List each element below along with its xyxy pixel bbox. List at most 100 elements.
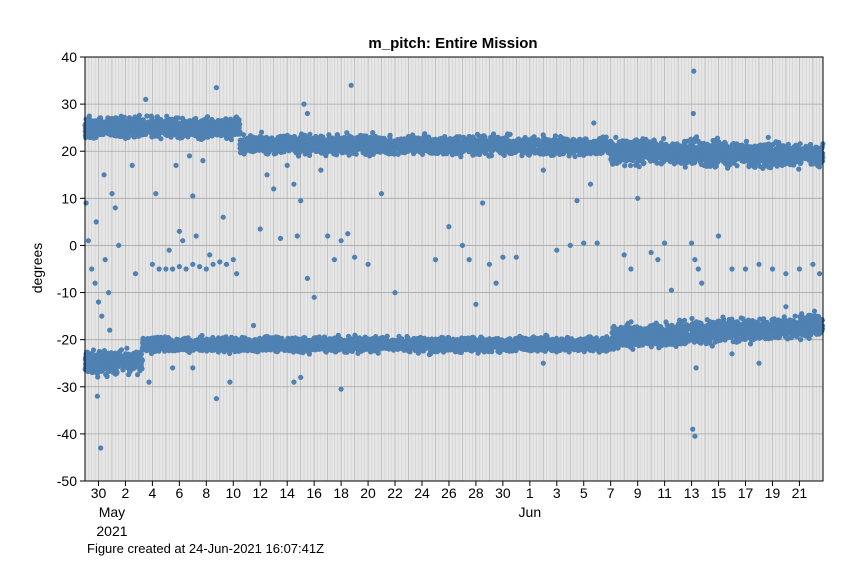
scatter-point [660, 159, 667, 165]
scatter-point [269, 144, 275, 150]
scatter-point [105, 131, 111, 137]
scatter-point [489, 153, 495, 159]
scatter-point [277, 147, 283, 153]
scatter-point [714, 135, 721, 141]
scatter-point [690, 138, 696, 144]
scatter-point [203, 124, 210, 130]
scatter-point [277, 133, 283, 139]
scatter-point [643, 136, 649, 142]
scatter-point [363, 151, 369, 157]
scatter-point [101, 130, 107, 136]
scatter-point [765, 134, 771, 140]
scatter-point [120, 119, 126, 125]
scatter-point [357, 132, 364, 138]
scatter-point [810, 161, 816, 167]
scatter-point [452, 135, 458, 142]
scatter-point [418, 150, 424, 156]
scatter-point [140, 117, 146, 123]
scatter-point [164, 113, 170, 119]
scatter-point [218, 125, 224, 131]
scatter-point [461, 141, 467, 148]
scatter-point [796, 166, 802, 172]
scatter-point [208, 131, 214, 137]
scatter-point [467, 148, 473, 154]
scatter-point [671, 161, 678, 167]
scatter-point [215, 118, 222, 124]
scatter-point [411, 151, 417, 157]
scatter-point [135, 121, 141, 127]
scatter-point [293, 150, 299, 156]
scatter-point [339, 140, 345, 146]
scatter-point [351, 141, 357, 147]
scatter-point [475, 143, 481, 149]
scatter-point [131, 120, 137, 126]
scatter-point [773, 139, 779, 145]
scatter-point [547, 145, 553, 151]
scatter-point [596, 149, 602, 155]
scatter-point [131, 133, 137, 139]
scatter-point [400, 141, 406, 147]
scatter-point [264, 142, 270, 148]
scatter-point [228, 137, 234, 143]
scatter-point [458, 154, 464, 160]
scatter-point [311, 138, 317, 144]
scatter-point [531, 136, 537, 142]
scatter-point [444, 139, 450, 145]
scatter-dense-bands [82, 112, 826, 380]
scatter-point [252, 140, 258, 146]
scatter-point [91, 127, 97, 133]
scatter-point [368, 145, 374, 151]
scatter-point [169, 117, 176, 123]
scatter-point [602, 143, 609, 149]
scatter-point [109, 131, 116, 137]
scatter-point [797, 141, 803, 147]
scatter-point [456, 142, 462, 148]
scatter-point [284, 142, 290, 148]
scatter-point [204, 114, 211, 120]
scatter-point [121, 114, 128, 120]
scatter-point [136, 133, 142, 139]
scatter-point [439, 140, 445, 146]
scatter-point [149, 124, 156, 130]
scatter-point [410, 132, 416, 138]
scatter-point [627, 162, 634, 169]
scatter-point [366, 141, 372, 147]
scatter-point [175, 115, 181, 121]
scatter-point [121, 123, 127, 129]
scatter-point [308, 142, 314, 148]
scatter-point [694, 134, 700, 140]
scatter-point [504, 134, 510, 140]
scatter-point [144, 120, 150, 126]
scatter-point [460, 148, 467, 154]
scatter-point [388, 138, 394, 144]
scatter-point [505, 147, 511, 153]
scatter-point [559, 146, 565, 152]
scatter-point [154, 127, 160, 133]
scatter-point [440, 148, 446, 154]
scatter-point [241, 147, 247, 153]
scatter-point [803, 145, 810, 151]
scatter-point [168, 134, 174, 140]
scatter-point [298, 142, 304, 148]
scatter-point [757, 163, 763, 169]
scatter-point [419, 137, 425, 143]
scatter-point [313, 143, 319, 149]
scatter-point [368, 150, 374, 156]
scatter-point [148, 113, 154, 119]
scatter-point [96, 120, 102, 126]
scatter-point [687, 154, 693, 160]
scatter-point [258, 129, 265, 135]
scatter-point [201, 129, 207, 135]
scatter-point [529, 149, 535, 155]
scatter-point [373, 148, 379, 154]
scatter-point [661, 135, 667, 142]
scatter-point [344, 145, 350, 151]
scatter-point [339, 150, 345, 156]
scatter-point [130, 125, 137, 131]
scatter-point [192, 122, 198, 129]
scatter-point [259, 142, 265, 148]
scatter-point [247, 133, 254, 139]
scatter-point [86, 113, 92, 119]
scatter-point [608, 138, 614, 144]
